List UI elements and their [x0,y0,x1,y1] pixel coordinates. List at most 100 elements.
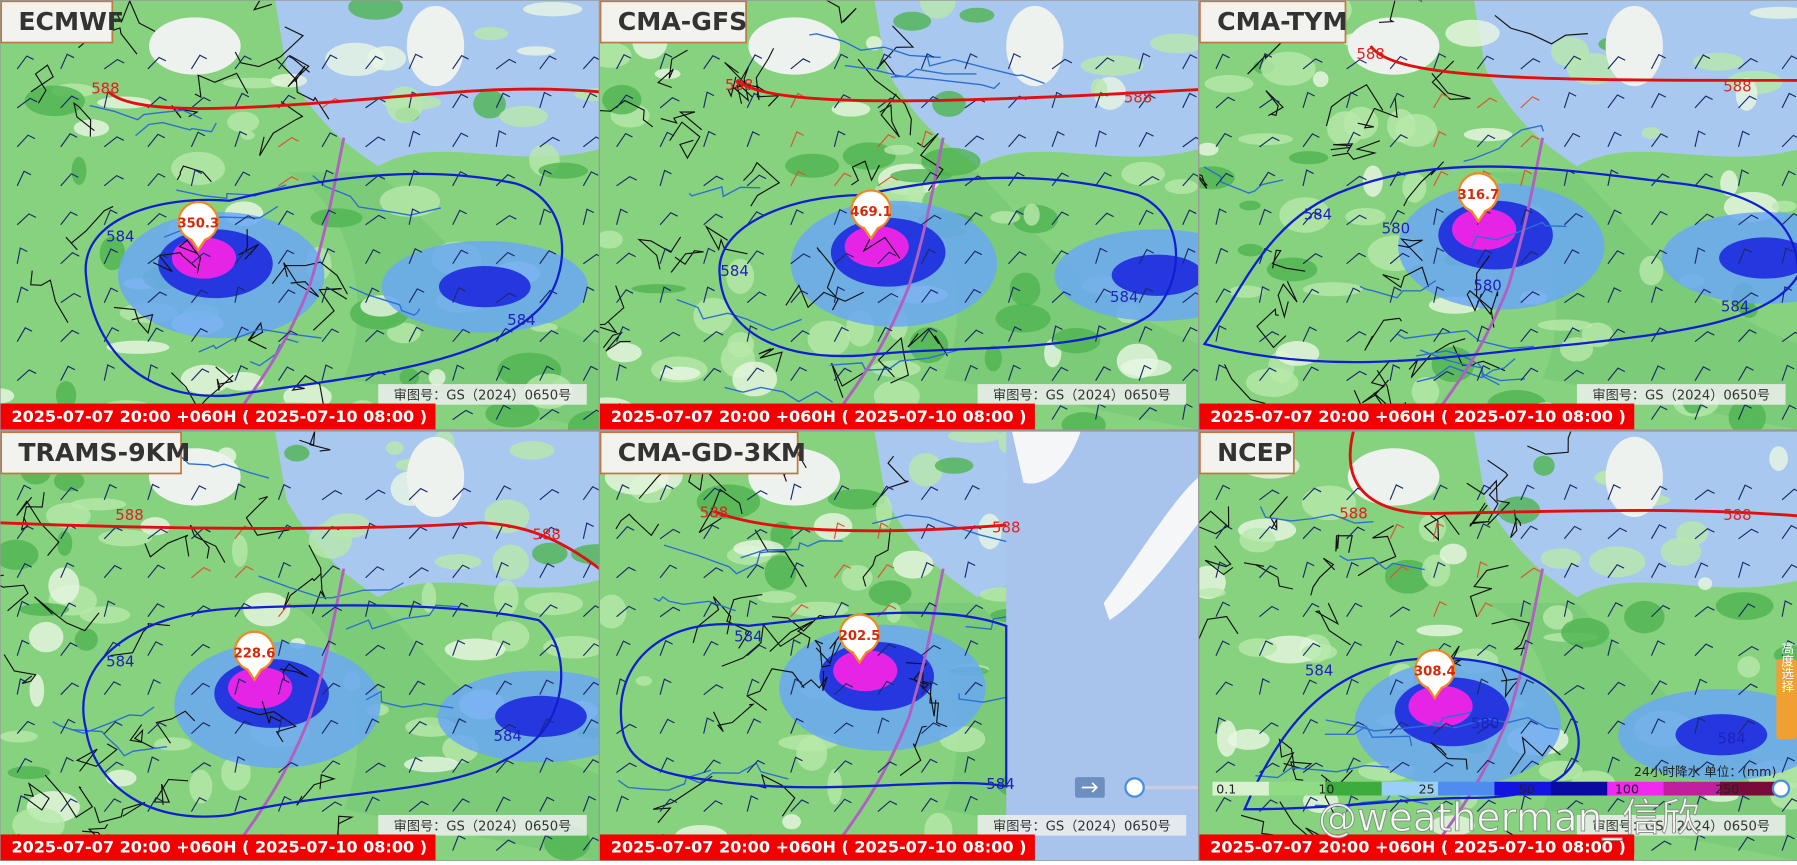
province-border [75,743,118,772]
wind-barb [408,248,423,264]
wind-barb [659,606,681,618]
terrain [866,36,883,51]
wind-barb [365,522,377,539]
wind-barb [1781,756,1795,773]
wind-barb [920,171,938,187]
legend-swatch [1719,781,1777,796]
terrain [1009,272,1041,307]
wind-barb [365,136,386,148]
time-label: 2025-07-07 20:00 +060H ( 2025-07-10 08:0… [611,838,1027,857]
terrain [348,0,403,20]
wind-barb [746,211,764,226]
province-border [259,100,304,156]
wind-barb [877,365,893,381]
time-bar [599,834,1035,861]
wind-barb [103,761,124,774]
wind-barb [1095,247,1108,264]
wind-barb [1008,251,1027,265]
terrain [726,258,755,294]
terrain [827,489,886,510]
wind-barb [1051,58,1073,70]
wind-barb [1182,173,1199,187]
wind-barb [1650,249,1668,265]
wind-barb [1215,561,1227,578]
contour-584 [84,172,564,398]
wind-barb [1607,601,1623,618]
wind-barb [1650,286,1663,303]
wind-barb [1433,52,1447,70]
wind-barb [659,52,673,70]
wind-barb [1738,214,1759,226]
terrain [884,144,914,155]
wind-barb [1694,173,1713,187]
rain [438,266,531,308]
terrain [97,96,152,109]
wind-barb [920,130,933,148]
province-border [1466,289,1495,328]
side-button[interactable] [1776,659,1797,740]
wind-barb [833,286,845,303]
time-slider[interactable] [1124,777,1145,798]
wind-barb [147,483,160,501]
wind-barb [103,209,118,226]
max-marker [177,200,219,253]
wind-barb [877,717,890,734]
terrain [1301,644,1338,661]
wind-barb [1738,57,1758,70]
wind-barb [1433,247,1445,264]
panel-title: ECMWF [18,7,124,36]
wind-barb [539,329,559,343]
wind-barb [60,756,74,773]
wind-barb [103,798,122,812]
wind-barb [1433,722,1454,735]
wind-barb [790,366,807,381]
wind-barb [1051,366,1069,381]
wind-barb [234,55,252,70]
wind-barb [703,800,723,812]
wind-barb [1389,678,1404,695]
wind-barb [190,368,210,382]
legend-tick: 250 [1715,781,1739,796]
terrain [1439,543,1467,565]
river [688,186,761,198]
contour-label: 580 [1471,714,1499,732]
legend-handle[interactable] [1771,779,1791,798]
wind-barb [659,364,673,381]
wind-barb [147,364,159,381]
wind-barb [1476,678,1489,695]
wind-barb [16,286,29,303]
province-border [816,247,839,311]
wind-barb [1389,798,1409,812]
province-border [876,25,915,78]
wind-barb [790,253,811,265]
wind-barb [921,95,941,109]
terrain [696,484,761,520]
province-border [1379,0,1423,23]
wind-barb [408,800,429,813]
wind-barb [616,484,630,501]
wind-barb [1520,169,1532,186]
river [258,575,404,599]
wind-barb [60,329,80,343]
wind-barb [103,483,117,501]
wind-barb [746,367,765,381]
terrain [919,0,956,19]
wind-barb [191,566,211,579]
province-border [308,544,327,614]
wind-barb [539,408,560,421]
wind-barb [1258,678,1270,695]
wind-barb [1182,326,1198,342]
wind-barb [1520,639,1533,656]
terrain [909,327,949,364]
next-arrow [1081,782,1098,793]
province-border [637,236,682,270]
province-border [178,239,202,274]
coast [827,568,945,856]
wind-barb [1215,364,1227,381]
wind-barb [659,757,675,773]
terrain [310,208,363,228]
terrain [841,564,873,591]
province-border [34,596,100,632]
province-border [704,225,748,255]
